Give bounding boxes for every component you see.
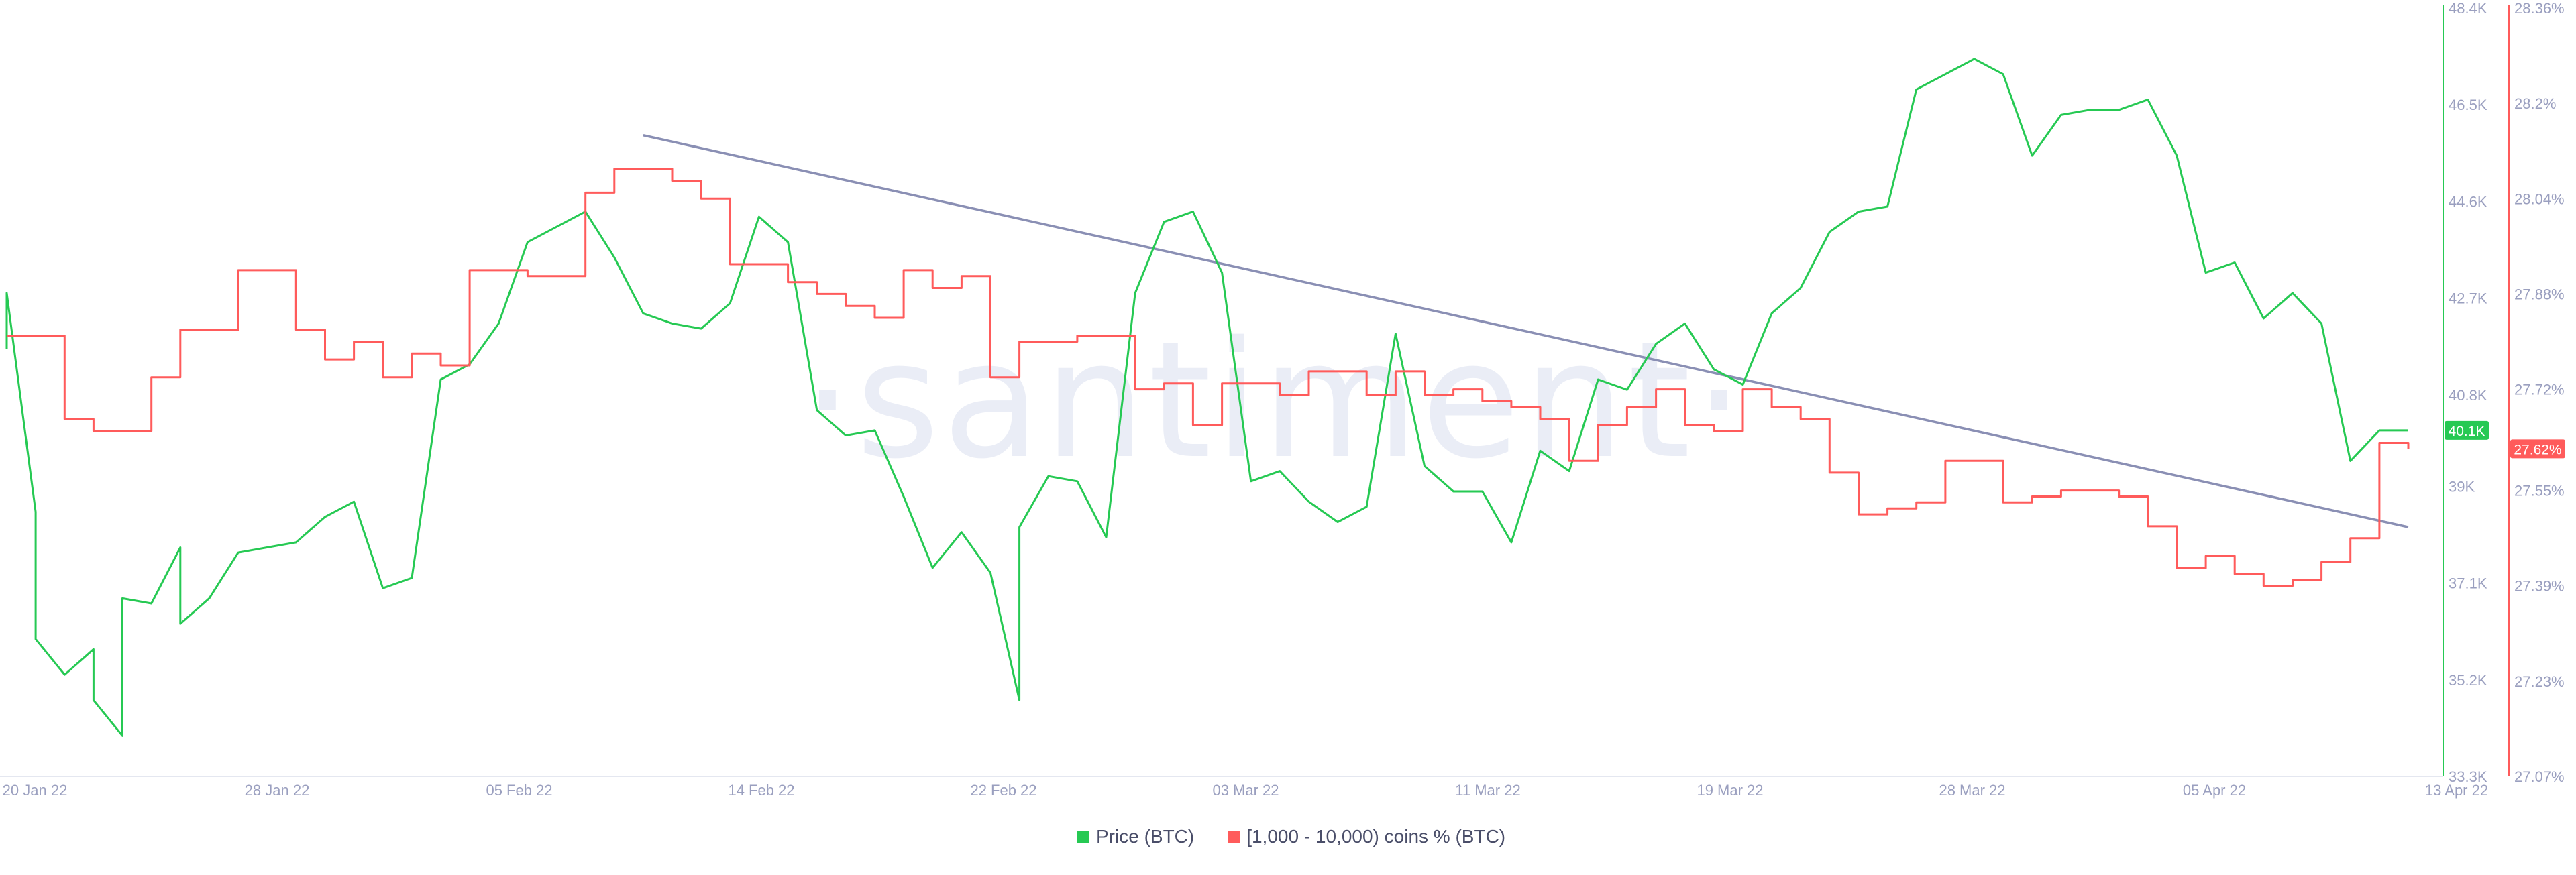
coins-last-value-label: 27.62%	[2514, 442, 2561, 457]
price-last-value-label: 40.1K	[2449, 424, 2485, 439]
left-axis-tick-label: 48.4K	[2449, 0, 2487, 17]
right-axis-tick-label: 28.36%	[2514, 0, 2565, 17]
right-axis-tick-label: 28.2%	[2514, 95, 2556, 112]
series-layer	[5, 58, 2410, 737]
left-axis-tick-label: 37.1K	[2449, 575, 2487, 592]
price-series-line	[5, 58, 2408, 737]
left-axis-tick-label: 39K	[2449, 478, 2475, 495]
x-axis-tick-label: 28 Mar 22	[1939, 782, 2005, 799]
x-axis-tick-label: 28 Jan 22	[245, 782, 310, 799]
coins-percent-series-line	[7, 168, 2410, 587]
x-axis-tick-label: 22 Feb 22	[970, 782, 1036, 799]
legend: Price (BTC) [1,000 - 10,000) coins % (BTC…	[1077, 826, 1505, 847]
right-axis-tick-label: 27.55%	[2514, 483, 2565, 500]
x-axis-tick-label: 05 Feb 22	[486, 782, 552, 799]
x-axis: 20 Jan 22 28 Jan 22 05 Feb 22 14 Feb 22 22 F…	[0, 776, 2488, 799]
trendline-layer	[643, 134, 2409, 528]
legend-label: [1,000 - 10,000) coins % (BTC)	[1246, 826, 1505, 847]
legend-swatch	[1077, 831, 1089, 843]
x-axis-tick-label: 20 Jan 22	[3, 782, 68, 799]
legend-swatch	[1228, 831, 1240, 843]
left-axis-tick-label: 33.3K	[2449, 768, 2487, 785]
right-axis-tick-label: 27.72%	[2514, 382, 2565, 398]
right-axis-tick-label: 27.23%	[2514, 673, 2565, 690]
x-axis-tick-label: 14 Feb 22	[728, 782, 794, 799]
x-axis-tick-label: 13 Apr 22	[2425, 782, 2488, 799]
right-axis-tick-label: 27.07%	[2514, 768, 2565, 785]
coins-last-value-badge	[2510, 439, 2565, 459]
legend-label: Price (BTC)	[1096, 826, 1194, 847]
price-last-value-badge	[2445, 420, 2489, 440]
watermark: ·santiment·	[802, 306, 1747, 494]
x-axis-tick-label: 19 Mar 22	[1697, 782, 1763, 799]
axis-layer: 48.4K 46.5K 44.6K 42.7K 40.8K 39K 37.1K 35.2K 33…	[2443, 0, 2565, 785]
left-axis-tick-label: 35.2K	[2449, 672, 2487, 689]
trendline	[643, 134, 2409, 528]
left-axis-tick-label: 40.8K	[2449, 387, 2487, 404]
x-axis-tick-label: 05 Apr 22	[2183, 782, 2246, 799]
left-axis-tick-label: 46.5K	[2449, 97, 2487, 113]
right-axis-tick-label: 28.04%	[2514, 190, 2565, 207]
left-axis-tick-label: 44.6K	[2449, 193, 2487, 210]
x-axis-tick-label: 11 Mar 22	[1455, 782, 1520, 799]
right-axis-tick-label: 27.88%	[2514, 286, 2565, 302]
legend-item-coins[interactable]: [1,000 - 10,000) coins % (BTC)	[1228, 826, 1505, 847]
left-axis-tick-label: 42.7K	[2449, 290, 2487, 307]
right-axis-tick-label: 27.39%	[2514, 578, 2565, 595]
x-axis-tick-label: 03 Mar 22	[1212, 782, 1279, 799]
legend-item-price[interactable]: Price (BTC)	[1077, 826, 1194, 847]
